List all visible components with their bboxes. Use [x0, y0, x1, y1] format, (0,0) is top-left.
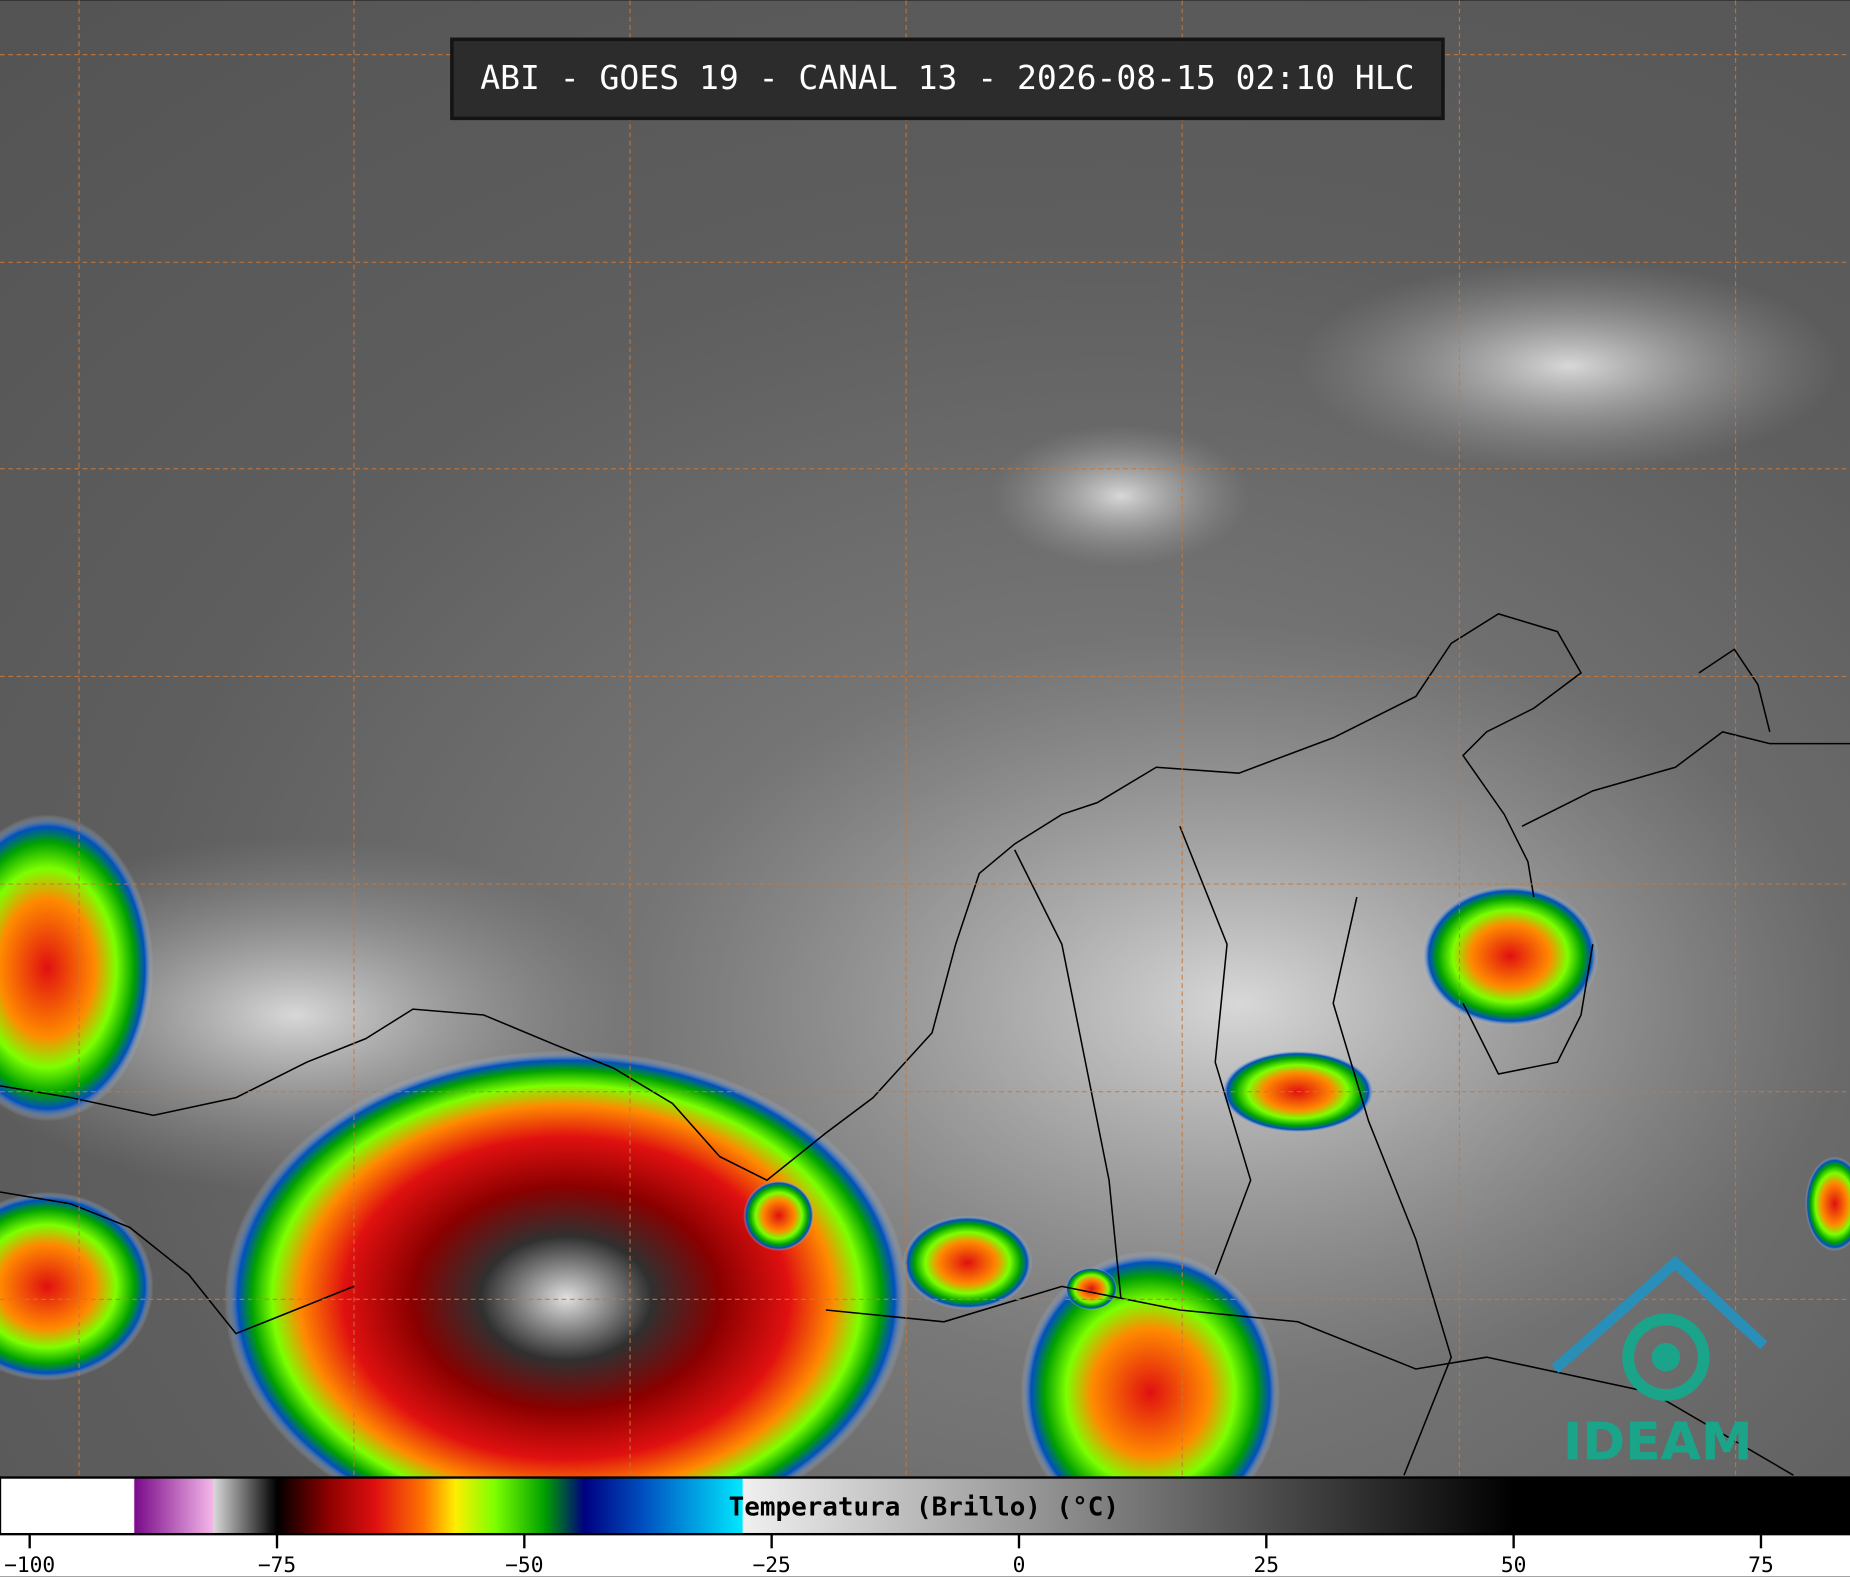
colorbar-segment [212, 1477, 215, 1535]
colorbar-segment [267, 1477, 278, 1535]
colorbar-segment [326, 1477, 377, 1535]
colorbar-segment [494, 1477, 545, 1535]
colorbar-tick-label: −100 [4, 1553, 55, 1577]
colorbar-tick-label: −25 [752, 1553, 790, 1577]
colorbar-segment [425, 1477, 456, 1535]
colorbar-segment [741, 1477, 744, 1535]
colorbar-label: Temperatura (Brillo) (°C) [729, 1493, 1119, 1523]
colorbar-tick-label: 50 [1501, 1553, 1527, 1577]
title-box [450, 37, 1445, 121]
colorbar-tick-label: 25 [1254, 1553, 1280, 1577]
colorbar-tick-label: 0 [1013, 1553, 1026, 1577]
colorbar [0, 1476, 1850, 1549]
colorbar-segment [583, 1477, 644, 1535]
colorbar-segment [742, 1477, 1515, 1535]
colorbar-segment [375, 1477, 426, 1535]
colorbar-tick-label: −50 [505, 1553, 543, 1577]
colorbar-segment [643, 1477, 743, 1535]
colorbar-segment [0, 1477, 135, 1535]
colorbar-tick-label: −75 [258, 1553, 296, 1577]
colorbar-tick-label: 75 [1748, 1553, 1774, 1577]
colorbar-frame [0, 1476, 1850, 1536]
coastlines [0, 613, 1850, 1476]
logo-text: IDEAM [1563, 1413, 1753, 1473]
colorbar-segment [277, 1477, 328, 1535]
colorbar-segment [133, 1477, 136, 1535]
colorbar-segment [1513, 1477, 1850, 1535]
colorbar-segment [544, 1477, 585, 1535]
title: ABI - GOES 19 - CANAL 13 - 2026-08-15 02… [480, 58, 1414, 97]
colorbar-segment [134, 1477, 214, 1535]
colorbar-segment [213, 1477, 268, 1535]
colorbar-segment [455, 1477, 496, 1535]
logo: IDEAM [1551, 1255, 1768, 1473]
